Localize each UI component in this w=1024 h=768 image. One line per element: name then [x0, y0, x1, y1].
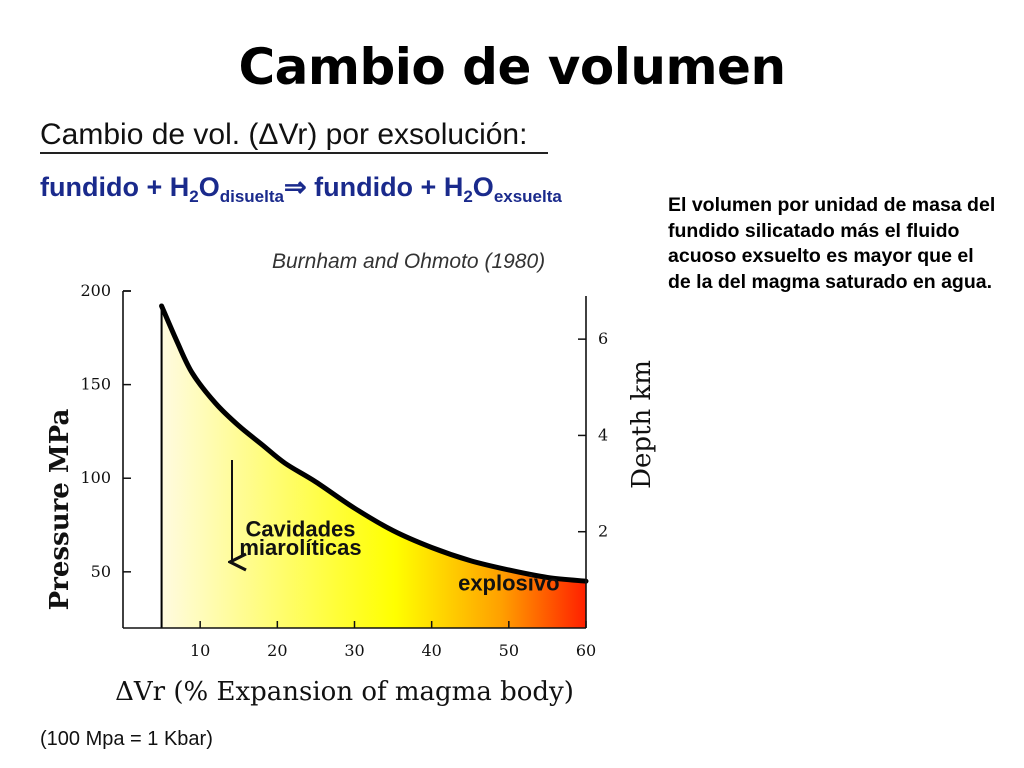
y2-axis-title: Depth km	[627, 360, 657, 489]
series-line	[159, 303, 589, 584]
equation-part4: O	[472, 172, 494, 202]
annotation-explosivo: explosivo	[458, 571, 559, 596]
tick-group: 10 20 30 40 50 60 50 100 150 200 2 4 6	[80, 281, 608, 660]
footnote: (100 Mpa = 1 Kbar)	[40, 728, 213, 750]
x-tick-label: 40	[421, 641, 441, 660]
y2-tick-label: 2	[598, 522, 608, 541]
exsolution-heading: Cambio de vol. (ΔVr) por exsolución:	[40, 118, 528, 151]
equation-sub1: 2	[189, 187, 199, 206]
equation-sub2: disuelta	[219, 187, 284, 206]
annotation-cavidades: Cavidades	[245, 516, 355, 541]
y-tick-label: 50	[91, 562, 111, 581]
equation-arrow: ⇒	[283, 172, 307, 202]
exsolution-equation: fundido + H2Odisuelta⇒ fundido + H2Oexsu…	[40, 172, 562, 207]
x-tick-label: 20	[267, 641, 287, 660]
citation: Burnham and Ohmoto (1980)	[272, 250, 546, 273]
x-tick-label: 50	[499, 641, 519, 660]
equation-sub4: exsuelta	[493, 187, 562, 206]
x-axis-title: ΔVr (% Expansion of magma body)	[115, 677, 574, 707]
area-fill	[161, 305, 587, 628]
y-tick-label: 150	[80, 375, 111, 394]
x-tick-label: 60	[576, 641, 596, 660]
heading-underline	[40, 152, 548, 154]
annotation-miaroliticas: miarolíticas	[239, 535, 361, 560]
y2-tick-label: 6	[598, 329, 608, 348]
equation-part2: O	[198, 172, 220, 202]
equation-part3: fundido + H	[306, 172, 464, 202]
y2-tick-label: 4	[598, 425, 608, 444]
description-text: El volumen por unidad de masa del fundid…	[668, 194, 996, 293]
y-tick-label: 200	[80, 281, 111, 300]
x-tick-label: 30	[344, 641, 364, 660]
x-tick-label: 10	[190, 641, 210, 660]
slide-title: Cambio de volumen	[238, 38, 786, 96]
y-tick-label: 100	[80, 468, 111, 487]
y-axis-title: Pressure MPa	[45, 408, 75, 610]
equation-sub3: 2	[463, 187, 473, 206]
equation-part1: fundido + H	[40, 172, 190, 202]
